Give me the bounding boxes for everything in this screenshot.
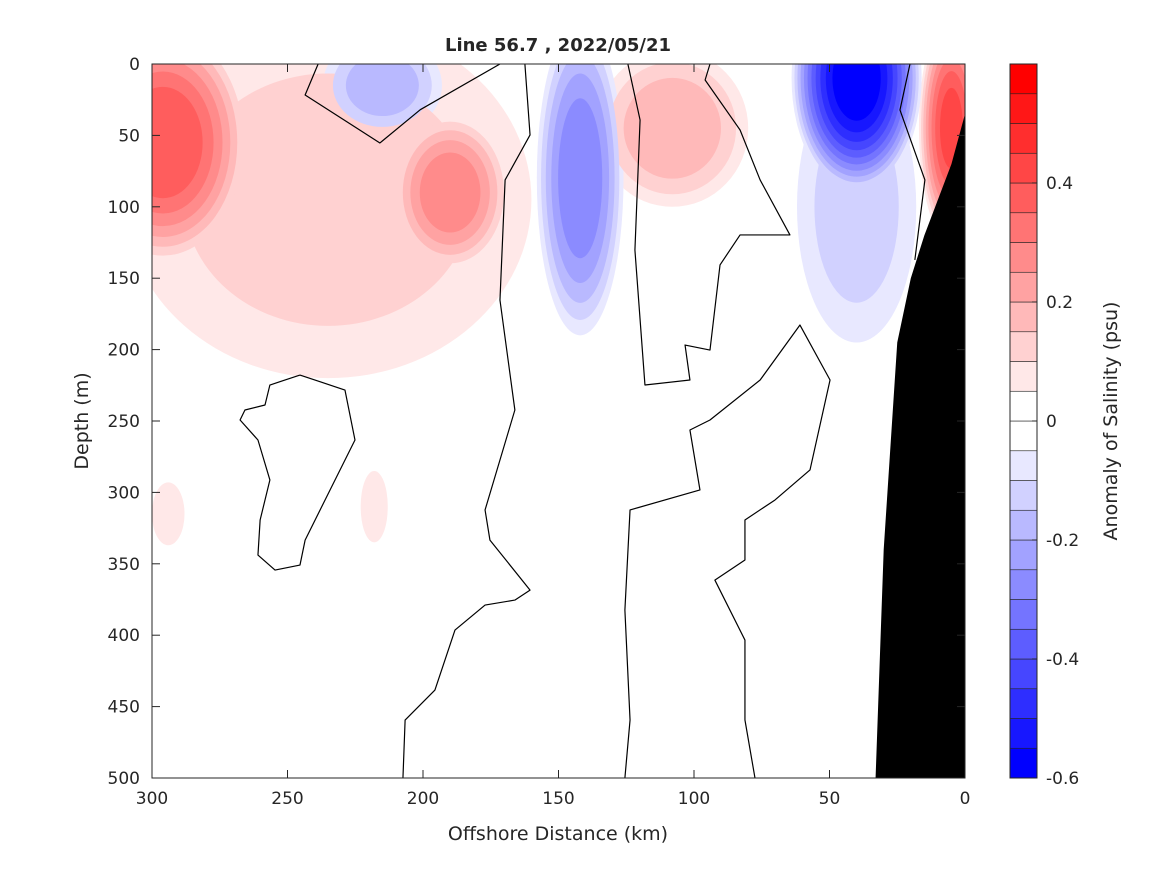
- axes: 300 250 200 150 100 50 00501001502002503003504…: [108, 55, 971, 809]
- y-tick-label: 500: [108, 769, 140, 789]
- zero-contour-line: [304, 64, 501, 144]
- bathymetry: [875, 113, 965, 778]
- zero-contour-lines: [239, 64, 926, 778]
- x-tick-label: 100: [678, 789, 710, 809]
- colorbar-level: [1009, 390, 1038, 422]
- contour-fill-level: [152, 86, 203, 199]
- y-tick-label: 450: [108, 698, 140, 718]
- zero-contour-line: [627, 64, 791, 386]
- x-tick-label: 50: [819, 789, 841, 809]
- y-tick-label: 350: [108, 555, 140, 575]
- colorbar-level: [1009, 450, 1038, 481]
- x-tick-label: 200: [407, 789, 439, 809]
- zero-contour-line: [402, 64, 531, 778]
- zero-contour-line: [624, 324, 831, 778]
- contour-fill-level: [345, 64, 419, 117]
- colorbar-level: [1009, 569, 1038, 600]
- colorbar-level: [1009, 718, 1038, 749]
- colorbar-level: [1009, 301, 1038, 333]
- colorbar-level: [1009, 63, 1038, 95]
- contour-fill-level: [419, 152, 481, 233]
- colorbar-level: [1009, 361, 1038, 392]
- colorbar-level: [1009, 271, 1038, 303]
- colorbar-level: [1009, 628, 1038, 660]
- colorbar-level: [1009, 688, 1038, 719]
- colorbar-level: [1009, 93, 1038, 124]
- colorbar-level: [1009, 123, 1038, 154]
- y-tick-label: 50: [118, 126, 140, 146]
- contour-fill-level: [558, 98, 603, 259]
- colorbar-level: [1009, 509, 1038, 541]
- colorbar-level: [1009, 420, 1038, 452]
- colorbar-level: [1009, 599, 1038, 630]
- colorbar-tick-label: 0.4: [1046, 174, 1073, 194]
- colorbar: 0.4 0.2 0 -0.2 -0.4 -0.6: [1009, 63, 1079, 789]
- colorbar-tick-label: -0.6: [1046, 769, 1079, 789]
- y-tick-label: 300: [108, 483, 140, 503]
- colorbar-level: [1009, 480, 1038, 511]
- x-axis-label: Offshore Distance (km): [448, 823, 668, 845]
- seafloor-bathymetry: [875, 113, 965, 778]
- contour-fill-level: [832, 64, 881, 121]
- colorbar-label: Anomaly of Salinity (psu): [1100, 302, 1122, 541]
- colorbar-level: [1009, 539, 1038, 571]
- colorbar-level: [1009, 747, 1038, 779]
- colorbar-level: [1009, 152, 1038, 184]
- zero-contour-line: [899, 64, 926, 260]
- zero-contour-line: [239, 374, 356, 571]
- colorbar-level: [1009, 331, 1038, 362]
- colorbar-level: [1009, 242, 1038, 273]
- colorbar-tick-label: -0.4: [1046, 650, 1079, 670]
- x-tick-label: 0: [960, 789, 971, 809]
- colorbar-level: [1009, 658, 1038, 690]
- y-tick-label: 400: [108, 626, 140, 646]
- y-tick-label: 250: [108, 412, 140, 432]
- y-tick-label: 0: [129, 55, 140, 75]
- contour-fill-level: [184, 73, 472, 326]
- colorbar-tick-label: -0.2: [1046, 531, 1079, 551]
- chart-title: Line 56.7 , 2022/05/21: [445, 35, 671, 56]
- y-tick-label: 100: [108, 198, 140, 218]
- colorbar-level: [1009, 212, 1038, 243]
- colorbar-tick-label: 0: [1046, 412, 1057, 432]
- x-tick-label: 250: [271, 789, 303, 809]
- colorbar-tick-label: 0.2: [1046, 293, 1073, 313]
- y-tick-label: 200: [108, 341, 140, 361]
- x-tick-label: 150: [542, 789, 574, 809]
- y-axis-label: Depth (m): [71, 372, 93, 469]
- colorbar-level: [1009, 182, 1038, 214]
- x-tick-label: 300: [136, 789, 168, 809]
- contour-fill-level: [623, 77, 722, 179]
- y-tick-label: 150: [108, 269, 140, 289]
- contour-fill-level: [360, 470, 388, 543]
- contour-fill-level: [152, 482, 185, 546]
